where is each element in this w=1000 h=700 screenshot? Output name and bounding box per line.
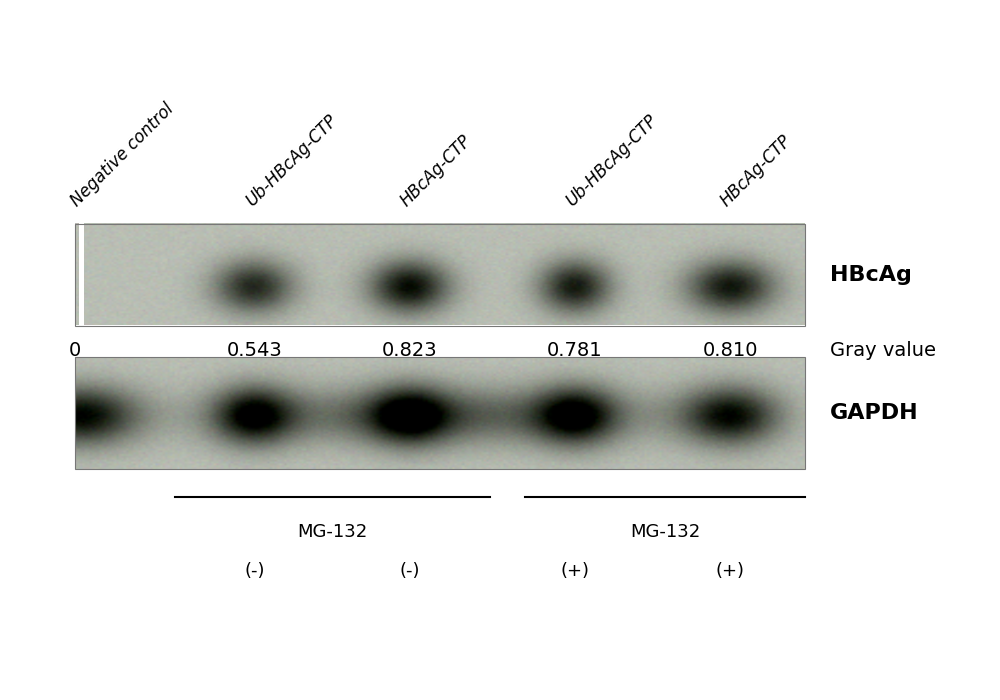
Bar: [75, 357, 805, 469]
Text: HBcAg-CTP: HBcAg-CTP: [717, 132, 795, 210]
Text: (+): (+): [560, 561, 590, 580]
Text: 0: 0: [69, 340, 81, 360]
Text: MG-132: MG-132: [630, 523, 700, 541]
Bar: [75, 224, 805, 326]
Text: 0.781: 0.781: [547, 340, 603, 360]
Text: HBcAg: HBcAg: [830, 265, 912, 285]
Text: Negative control: Negative control: [67, 100, 177, 210]
Text: (-): (-): [400, 561, 420, 580]
Text: 0.543: 0.543: [227, 340, 283, 360]
Text: Gray value: Gray value: [830, 340, 936, 360]
Text: GAPDH: GAPDH: [830, 403, 919, 423]
Text: Ub-HBcAg-CTP: Ub-HBcAg-CTP: [562, 111, 661, 210]
Text: Ub-HBcAg-CTP: Ub-HBcAg-CTP: [242, 111, 341, 210]
Text: HBcAg-CTP: HBcAg-CTP: [397, 132, 475, 210]
Text: (-): (-): [245, 561, 265, 580]
Text: MG-132: MG-132: [297, 523, 368, 541]
Text: (+): (+): [716, 561, 744, 580]
Text: 0.823: 0.823: [382, 340, 438, 360]
Text: 0.810: 0.810: [702, 340, 758, 360]
